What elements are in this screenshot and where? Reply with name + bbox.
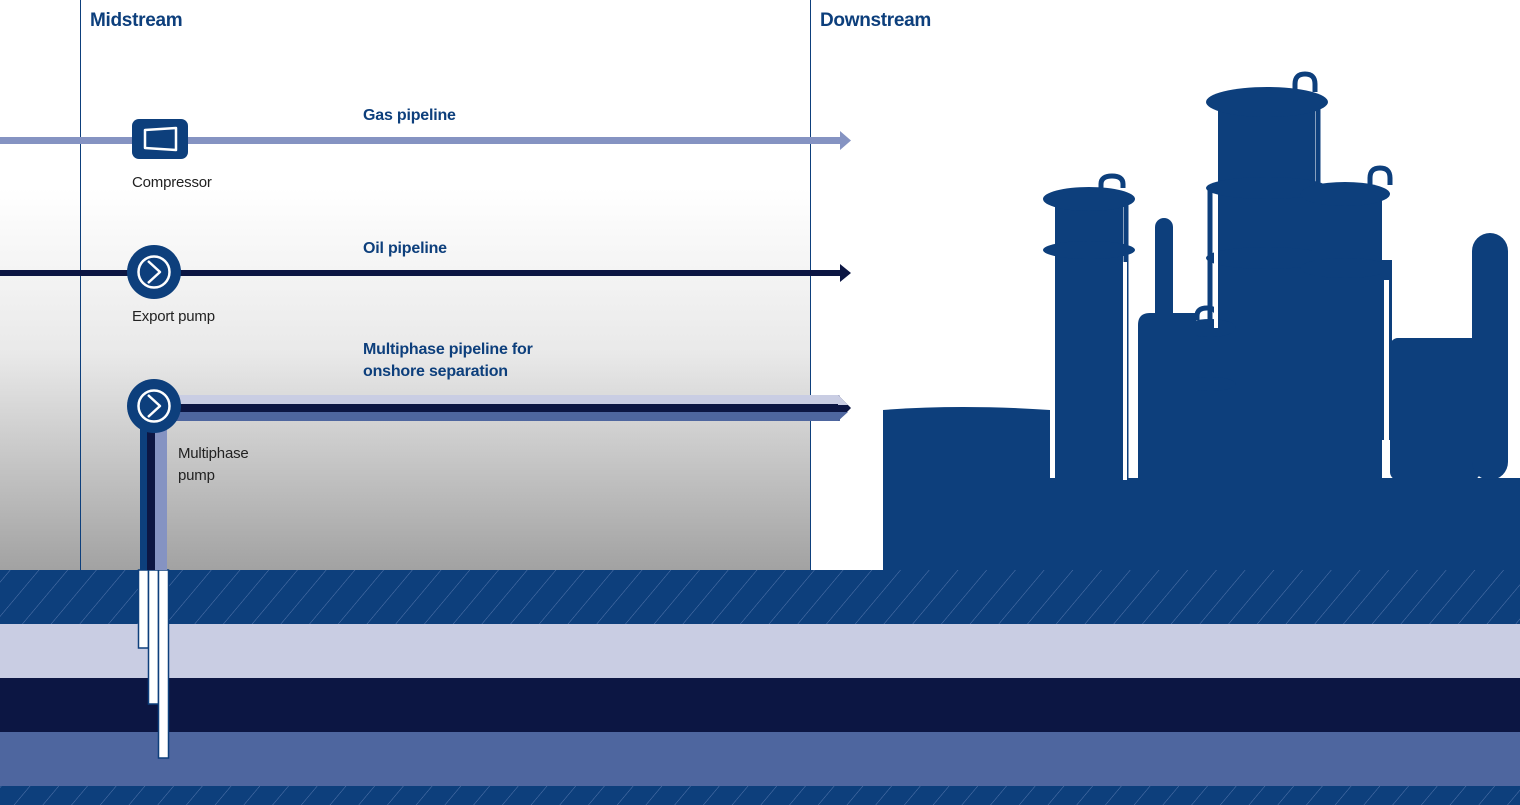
multiphase-pump-icon [127, 379, 181, 433]
strata-light [0, 624, 1520, 678]
refinery-silhouette [883, 71, 1520, 570]
compressor-icon [132, 119, 188, 159]
export-pump-label: Export pump [132, 308, 215, 325]
multiphase-pump-label: Multiphase pump [178, 443, 249, 487]
multiphase-pipeline [160, 395, 851, 421]
refinery-gaps [1123, 198, 1389, 480]
multiphase-pipeline-label-line1: Multiphase pipeline for [363, 341, 533, 358]
multiphase-pipeline-label: Multiphase pipeline for onshore separati… [363, 339, 533, 383]
oil-pipeline-label: Oil pipeline [363, 240, 447, 257]
gas-pipeline-label: Gas pipeline [363, 107, 456, 124]
strata-mid [0, 732, 1520, 786]
background-fade [0, 0, 810, 570]
multiphase-pump-label-line1: Multiphase [178, 445, 249, 462]
strata-dark [0, 678, 1520, 732]
seabed-hatch [0, 570, 1520, 624]
multiphase-riser [140, 418, 167, 570]
downstream-title: Downstream [820, 10, 932, 31]
oil-pipeline [0, 264, 851, 282]
export-pump-icon [127, 245, 181, 299]
multiphase-pump-label-line2: pump [178, 467, 215, 484]
midstream-title: Midstream [90, 10, 183, 31]
multiphase-pipeline-label-line2: onshore separation [363, 363, 508, 380]
gas-pipeline [0, 131, 851, 150]
strata-bottom-hatch [0, 786, 1520, 805]
compressor-label: Compressor [132, 174, 212, 191]
